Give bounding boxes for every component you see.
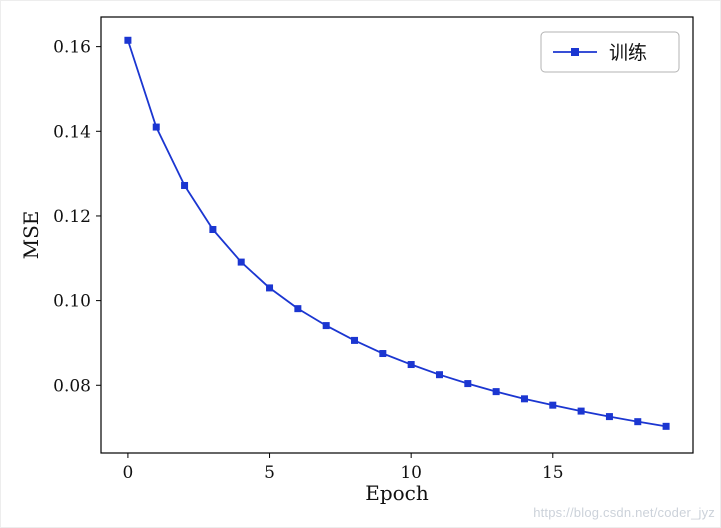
data-marker	[634, 418, 642, 426]
legend-box	[540, 31, 680, 73]
data-marker	[266, 284, 274, 292]
legend-label: 训练	[609, 42, 647, 64]
data-marker	[322, 322, 330, 330]
data-marker	[662, 422, 670, 430]
plot-frame	[100, 16, 694, 454]
x-tick-label: 15	[542, 463, 564, 483]
y-tick-label: 0.08	[53, 376, 91, 396]
data-marker	[237, 258, 245, 266]
data-marker	[152, 123, 160, 131]
data-marker	[379, 350, 387, 358]
legend-marker-sample	[571, 48, 579, 56]
x-tick-label: 0	[122, 463, 133, 483]
y-tick-label: 0.12	[53, 207, 91, 227]
data-marker	[435, 371, 443, 379]
data-marker	[549, 401, 557, 409]
y-tick-label: 0.14	[53, 122, 91, 142]
data-marker	[181, 181, 189, 189]
data-marker	[407, 361, 415, 369]
x-tick-label: 5	[264, 463, 275, 483]
series-line	[127, 40, 667, 428]
y-tick-label: 0.10	[53, 292, 91, 312]
y-tick-label: 0.16	[53, 38, 91, 58]
x-axis-label: Epoch	[365, 481, 429, 505]
data-marker	[209, 225, 217, 233]
data-marker	[351, 336, 359, 344]
data-marker	[492, 388, 500, 396]
data-marker	[124, 36, 132, 44]
data-marker	[464, 380, 472, 388]
data-marker	[520, 395, 528, 403]
y-axis-label: MSE	[19, 210, 43, 260]
watermark-text: https://blog.csdn.net/coder_jyz	[533, 505, 715, 520]
x-tick-label: 10	[400, 463, 422, 483]
data-marker	[577, 407, 585, 415]
data-marker	[605, 413, 613, 421]
data-marker	[294, 305, 302, 313]
